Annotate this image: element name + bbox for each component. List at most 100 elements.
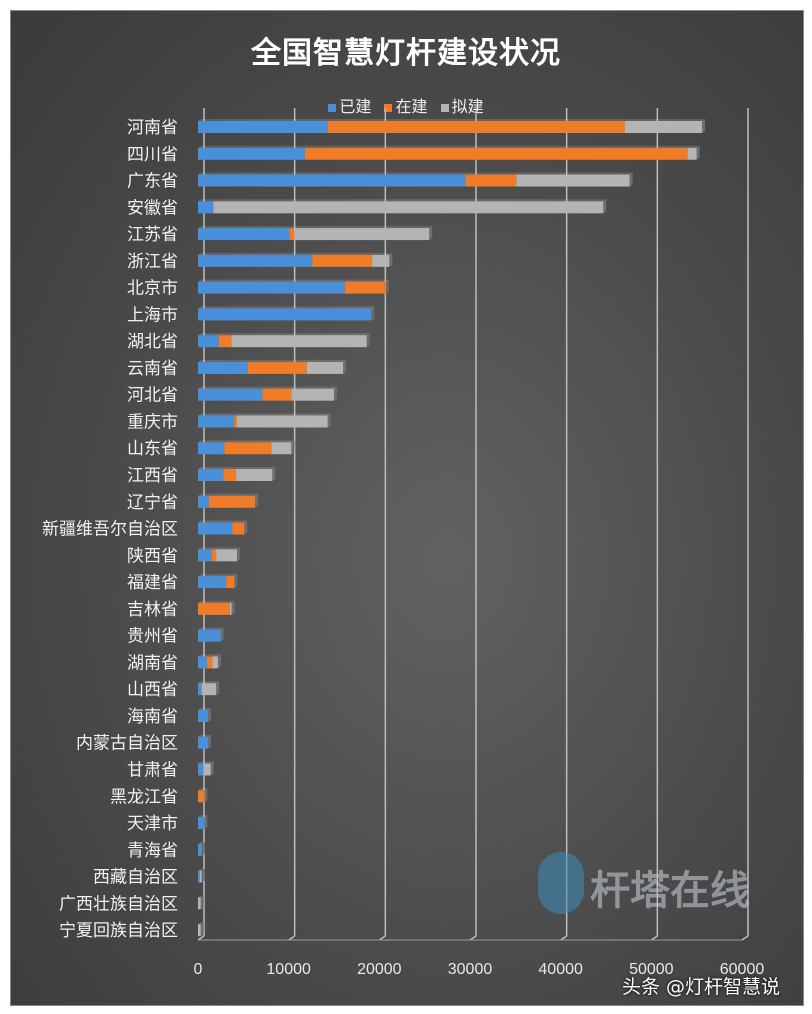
bar-side (201, 868, 205, 883)
floor-line (469, 935, 477, 941)
bar-building (232, 522, 245, 535)
category-label: 河南省 (127, 118, 178, 138)
bar-building (198, 602, 230, 615)
legend-item-building: 在建 (384, 93, 428, 117)
bar-top (198, 359, 347, 362)
bar-built (198, 121, 328, 133)
bar-top (198, 226, 433, 229)
bar-building (262, 388, 292, 401)
bar-building (218, 335, 232, 348)
bar-top (198, 841, 205, 844)
bar-built (198, 469, 224, 482)
bar-built (198, 817, 205, 830)
bar-building (223, 469, 237, 482)
bar-building (304, 147, 688, 160)
bar-side (216, 681, 220, 696)
bar-building (224, 442, 272, 455)
bar-top (198, 440, 295, 443)
legend-label: 已建 (339, 97, 372, 116)
bar-built (198, 549, 212, 562)
x-tick-label: 30000 (448, 961, 493, 978)
bar-top (198, 681, 220, 684)
category-label: 江西省 (127, 466, 178, 486)
bar-built (198, 736, 208, 749)
x-tick-label: 40000 (538, 961, 583, 978)
legend-label: 在建 (395, 97, 428, 116)
bar-side (702, 119, 706, 133)
category-label: 西藏自治区 (93, 868, 178, 888)
bar-side (204, 815, 208, 830)
floor-line (197, 935, 205, 941)
category-label: 辽宁省 (127, 493, 178, 513)
bar-top (198, 761, 214, 764)
bar-built (198, 709, 208, 722)
bar-side (244, 520, 248, 535)
bar-built (198, 522, 233, 535)
bar-top (198, 493, 259, 496)
bar-side (234, 574, 238, 589)
bar-top (198, 413, 331, 416)
legend-swatch (328, 103, 337, 112)
bar-side (327, 413, 331, 428)
bar-built (198, 495, 209, 508)
bar-built (198, 254, 313, 267)
floor-line (650, 935, 658, 941)
bar-built (198, 388, 263, 401)
floor-line (560, 935, 568, 941)
bar-top (198, 815, 208, 818)
bar-building (289, 228, 295, 241)
bar-building (465, 174, 517, 187)
bar-planned (271, 442, 292, 455)
bar-building (312, 254, 373, 267)
bar-building (234, 415, 237, 428)
bar-top (198, 520, 248, 523)
bar-planned (212, 656, 218, 669)
bar-side (210, 761, 214, 776)
bar-side (272, 467, 276, 482)
bar-planned (306, 361, 344, 374)
bar-side (231, 600, 235, 615)
x-tick-label: 0 (194, 961, 203, 978)
category-label: 安徽省 (127, 198, 178, 218)
category-label: 山西省 (127, 680, 178, 700)
bar-building (207, 656, 213, 669)
bar-planned (213, 201, 604, 214)
bar-side (217, 654, 221, 669)
bar-side (204, 788, 208, 803)
bar-top (198, 119, 706, 121)
bar-planned (687, 147, 697, 160)
bar-planned (199, 870, 202, 883)
bar-built (198, 361, 248, 374)
bar-side (696, 145, 700, 160)
bar-top (198, 199, 607, 202)
bar-side (200, 922, 204, 937)
category-label: 云南省 (127, 359, 178, 379)
bar-planned (236, 469, 273, 482)
legend-swatch (384, 103, 393, 112)
bar-top (198, 734, 211, 737)
category-label: 江苏省 (127, 225, 178, 245)
bar-built (198, 843, 202, 856)
bar-planned (516, 174, 630, 187)
bar-planned (291, 388, 334, 401)
watermark-logo (538, 852, 584, 914)
category-label: 吉林省 (127, 600, 178, 620)
bar-built (198, 629, 221, 642)
category-label: 甘肃省 (127, 760, 178, 780)
bar-built (198, 335, 219, 348)
bar-side (291, 440, 295, 455)
floor-line (741, 935, 749, 941)
bar-side (207, 734, 211, 749)
bar-side (371, 306, 375, 321)
bar-built (198, 415, 235, 428)
bar-top (198, 654, 221, 657)
category-label: 上海市 (127, 305, 178, 325)
bar-top (198, 467, 276, 470)
floor-line (288, 935, 296, 941)
bar-built (198, 763, 204, 776)
category-label: 黑龙江省 (110, 787, 178, 807)
bar-side (343, 359, 347, 374)
bar-planned (198, 897, 201, 910)
